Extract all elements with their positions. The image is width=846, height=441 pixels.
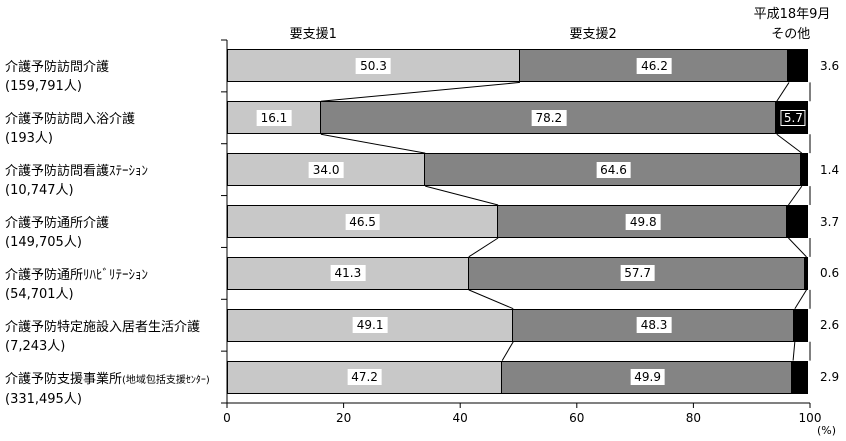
bar-segment-3 <box>786 205 808 238</box>
date-label: 平成18年9月 <box>753 7 831 22</box>
value-label: 78.2 <box>531 109 567 126</box>
bar-row <box>227 49 810 83</box>
category-label: 介護予防通所介護 (149,705人) <box>5 214 109 252</box>
value-label-other-inside: 5.7 <box>780 109 806 126</box>
category-name: 介護予防特定施設入居者生活介護 <box>5 319 201 335</box>
value-label: 46.2 <box>637 57 672 74</box>
series-line <box>776 133 803 154</box>
category-label: 介護予防訪問入浴介護 (193人) <box>5 110 135 148</box>
value-label: 48.3 <box>636 317 672 334</box>
bar-row <box>227 205 810 238</box>
x-unit-label: (%) <box>817 424 837 437</box>
category-count: (149,705人) <box>5 235 82 250</box>
value-label: 49.8 <box>625 213 661 230</box>
value-label-other-outside: 0.6 <box>820 266 840 281</box>
category-count: (54,701人) <box>5 286 74 302</box>
series-line <box>776 82 790 102</box>
bar-row <box>227 101 810 135</box>
category-count: (331,495人) <box>5 391 82 407</box>
series-line <box>320 133 426 154</box>
value-label: 49.1 <box>352 317 388 334</box>
value-label: 50.3 <box>356 57 391 74</box>
value-label-other-outside: 2.9 <box>820 370 840 385</box>
category-label: 介護予防訪問介護 (159,791人) <box>5 58 109 96</box>
bar-segment-3 <box>791 360 808 394</box>
series-header-3: その他 <box>771 27 811 42</box>
category-name: 介護予防訪問入浴介護 <box>5 112 136 128</box>
value-label-other-outside: 1.4 <box>820 162 840 177</box>
value-label: 34.0 <box>308 161 344 178</box>
x-tick-label: 20 <box>335 411 352 425</box>
x-tick-label: 0 <box>223 411 231 425</box>
x-tick-label: 80 <box>685 411 702 425</box>
x-tick-label: 40 <box>452 411 468 425</box>
bar-row <box>227 308 810 342</box>
value-label: 41.3 <box>330 265 366 282</box>
category-count: (10,747人) <box>5 183 74 199</box>
value-label: 64.6 <box>596 161 631 178</box>
value-label-other-outside: 3.6 <box>820 58 840 73</box>
bar-segment-3 <box>787 49 808 83</box>
series-line <box>468 289 514 310</box>
bar-segment-3 <box>804 256 808 290</box>
category-name: 介護予防支援事業所(地域包括支援ｾﾝﾀｰ) <box>5 371 210 387</box>
value-label: 49.9 <box>630 369 665 386</box>
series-line <box>788 237 807 258</box>
category-count: (159,791人) <box>5 79 82 95</box>
value-label: 16.1 <box>256 109 292 126</box>
category-label: 介護予防通所ﾘﾊﾋﾞﾘﾃｰｼｮﾝ (54,701人) <box>5 266 148 304</box>
category-name-suffix: (地域包括支援ｾﾝﾀｰ) <box>122 374 210 386</box>
bar-row <box>227 256 810 290</box>
series-line <box>425 185 499 206</box>
category-name: 介護予防訪問介護 <box>5 60 110 76</box>
category-name: 介護予防訪問看護ｽﾃｰｼｮﾝ <box>5 164 149 180</box>
series-line <box>794 289 807 309</box>
series-line <box>501 341 514 361</box>
x-tick-label: 100 <box>798 411 822 425</box>
x-tick-label: 60 <box>569 411 585 425</box>
value-label-other-outside: 3.7 <box>820 214 840 229</box>
category-label: 介護予防訪問看護ｽﾃｰｼｮﾝ (10,747人) <box>5 162 148 200</box>
bar-segment-3 <box>792 308 808 342</box>
value-label: 57.7 <box>620 265 655 282</box>
series-line <box>788 185 803 206</box>
category-label: 介護予防特定施設入居者生活介護 (7,243人) <box>5 318 200 356</box>
series-header-2: 要支援2 <box>569 27 617 42</box>
category-name: 介護予防通所ﾘﾊﾋﾞﾘﾃｰｼｮﾝ <box>5 267 149 283</box>
category-name: 介護予防通所介護 <box>5 216 110 231</box>
bar-segment-3 <box>799 153 808 187</box>
series-header-1: 要支援1 <box>289 27 337 42</box>
category-count: (7,243人) <box>5 338 66 354</box>
series-line <box>792 341 796 361</box>
category-label: 介護予防支援事業所(地域包括支援ｾﾝﾀｰ) (331,495人) <box>5 370 210 409</box>
value-label-other-outside: 2.6 <box>820 318 840 333</box>
category-count: (193人) <box>5 131 53 147</box>
value-label: 46.5 <box>345 213 380 230</box>
value-label: 47.2 <box>347 369 382 386</box>
bar-row <box>227 360 810 394</box>
series-line <box>320 81 521 102</box>
series-line <box>468 237 499 258</box>
